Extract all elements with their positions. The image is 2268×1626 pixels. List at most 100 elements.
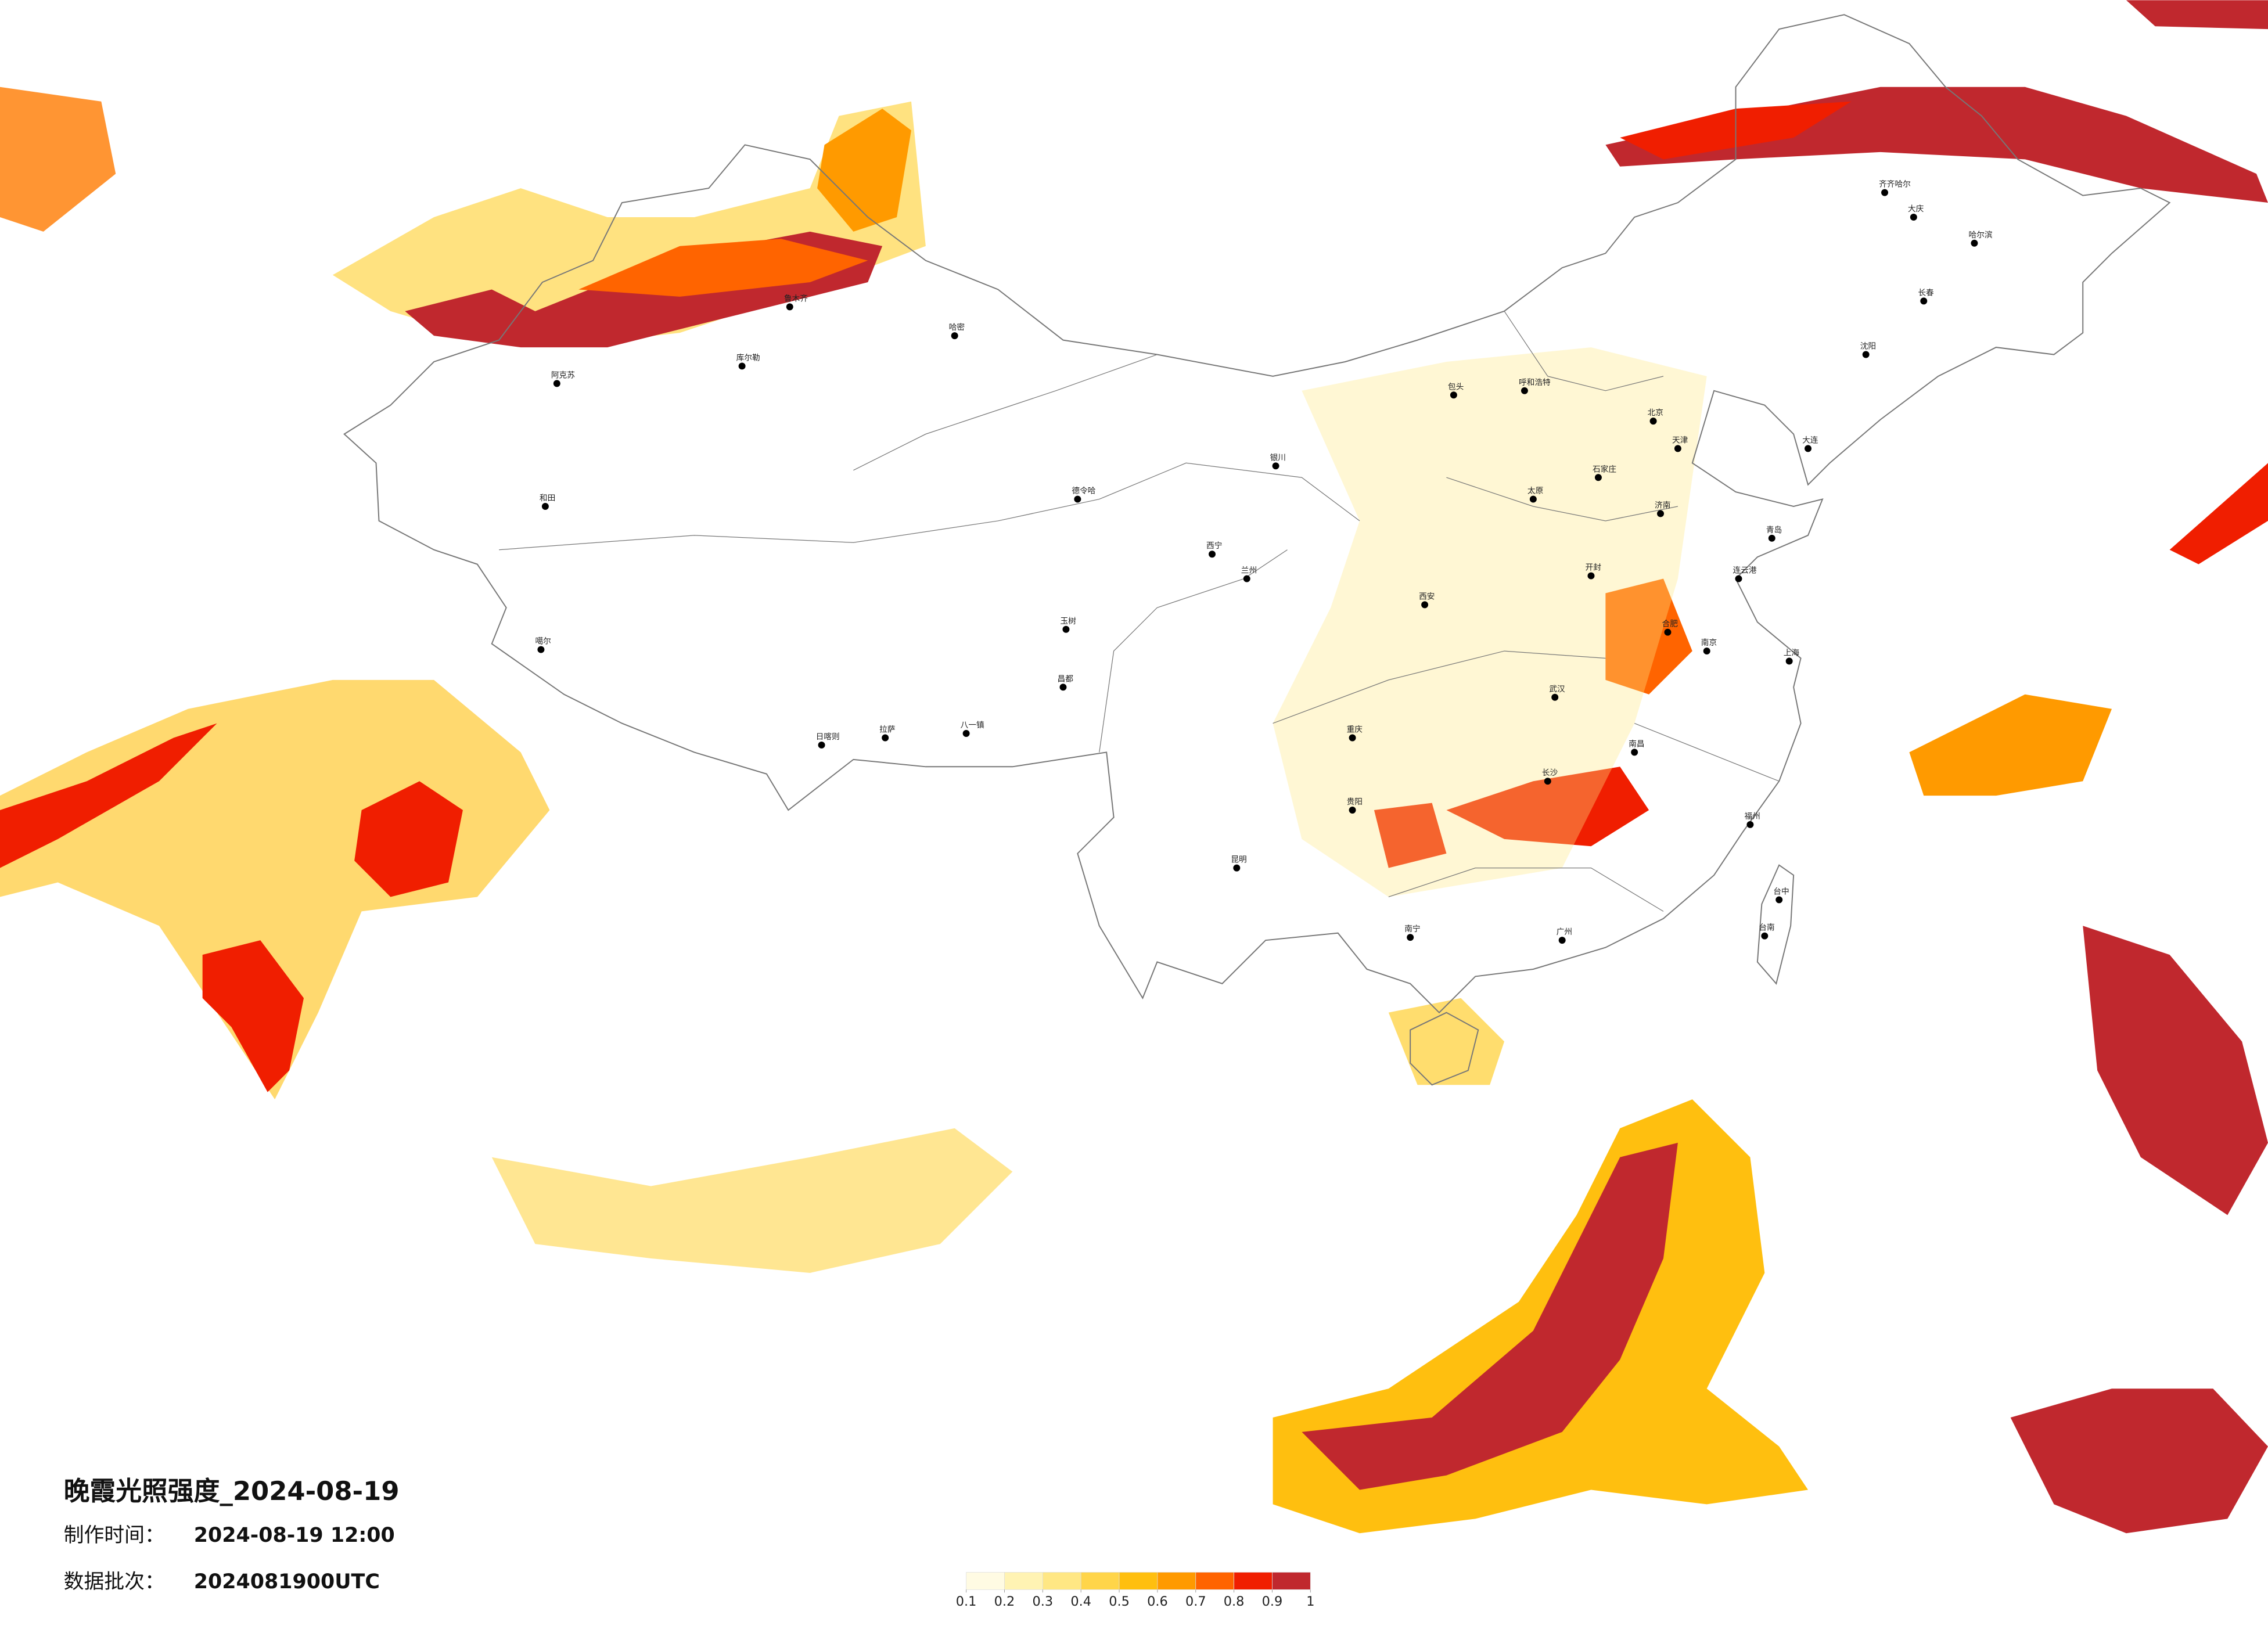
legend-swatch: [1004, 1572, 1043, 1590]
batch-label: 数据批次：: [64, 1570, 165, 1593]
city-label: 日喀则: [816, 732, 840, 742]
heat-area: [1388, 998, 1505, 1085]
city-dot: [882, 734, 889, 742]
city-label: 贵阳: [1347, 797, 1363, 807]
city-label: 沈阳: [1860, 342, 1876, 351]
city-dot: [1529, 495, 1537, 503]
city-dot: [1421, 601, 1429, 609]
heat-area: [202, 940, 304, 1092]
city-dot: [1272, 462, 1279, 470]
heat-area: [1605, 578, 1692, 695]
city-label: 包头: [1448, 382, 1464, 391]
city-dot: [1649, 418, 1657, 425]
city-dot: [1558, 937, 1566, 944]
borders: [343, 14, 2171, 1086]
city-dot: [1775, 896, 1783, 904]
city-label: 太原: [1527, 487, 1543, 496]
city-dot: [1521, 387, 1528, 394]
city-dot: [1805, 445, 1812, 452]
city-dot: [1746, 821, 1754, 828]
city-dot: [1062, 625, 1070, 633]
legend-swatch: [966, 1572, 1005, 1590]
city-label: 兰州: [1241, 566, 1257, 575]
city-label: 拉萨: [879, 725, 895, 735]
city-label: 青岛: [1766, 526, 1782, 535]
heat-area: [2126, 0, 2268, 30]
city-label: 连云港: [1733, 566, 1757, 575]
legend-tick-label: 0.5: [1109, 1594, 1130, 1609]
city-label: 大庆: [1908, 204, 1924, 214]
city-label: 武汉: [1549, 685, 1565, 694]
heat-area: [354, 781, 463, 897]
city-label: 石家庄: [1593, 464, 1616, 474]
heat-area: [2169, 463, 2268, 564]
city-label: 西安: [1419, 592, 1435, 601]
city-label: 南京: [1701, 638, 1717, 647]
heat-area: [2083, 926, 2268, 1215]
city-label: 和田: [540, 494, 555, 503]
title: 晚霞光照强度_2024-08-19: [64, 1476, 400, 1506]
heat-area: [1302, 1142, 1678, 1490]
city-label: 上海: [1784, 649, 1800, 658]
city-dot: [553, 380, 560, 387]
city-dot: [537, 646, 545, 653]
city-dot: [1910, 213, 1917, 221]
city-dot: [1059, 684, 1067, 691]
heat-area: [0, 87, 116, 232]
city-dot: [786, 303, 793, 311]
heat-area: [1273, 347, 1707, 897]
city-dot: [1209, 551, 1216, 558]
city-dot: [1971, 239, 1978, 247]
city-dot: [1920, 297, 1928, 305]
legend-swatch: [1157, 1572, 1196, 1590]
city-label: 合肥: [1662, 620, 1678, 629]
city-label: 台中: [1773, 887, 1789, 896]
city-dot: [1544, 778, 1551, 785]
city-dot: [1703, 647, 1710, 655]
city-label: 济南: [1655, 501, 1670, 510]
legend-tick-label: 0.7: [1185, 1594, 1206, 1609]
city-label: 长春: [1918, 288, 1934, 297]
made-time: 2024-08-19 12:00: [194, 1524, 395, 1547]
legend-tick-label: 0.3: [1033, 1594, 1054, 1609]
legend-tick-label: 0.6: [1147, 1594, 1168, 1609]
legend-tick-label: 0.1: [956, 1594, 977, 1609]
city-label: 台南: [1759, 923, 1774, 933]
legend: 0.1 0.2 0.3 0.4 0.5 0.6 0.7 0.8 0.9 1: [956, 1572, 1314, 1609]
heat-layer: [0, 0, 2268, 1534]
city-label: 银川: [1270, 453, 1286, 462]
city-label: 德令哈: [1072, 487, 1095, 496]
city-dot: [1074, 495, 1081, 503]
city-dot: [1657, 510, 1664, 517]
city-dot: [1243, 575, 1250, 582]
legend-tick-label: 0.8: [1224, 1594, 1245, 1609]
city-label: 重庆: [1347, 725, 1363, 735]
legend-tick-label: 1: [1306, 1594, 1314, 1609]
city-dot: [1233, 864, 1241, 872]
legend-tick-label: 0.9: [1262, 1594, 1283, 1609]
city-label: 库尔勒: [736, 353, 760, 362]
city-label: 南宁: [1404, 924, 1420, 934]
legend-tick-label: 0.2: [994, 1594, 1015, 1609]
heat-area: [578, 239, 868, 297]
city-dot: [1587, 572, 1595, 580]
city-label: 长沙: [1542, 768, 1558, 778]
city-label: 阿克苏: [551, 370, 575, 380]
city-label: 昆明: [1231, 855, 1246, 865]
city-dot: [818, 741, 825, 749]
made-label: 制作时间：: [64, 1524, 165, 1547]
city-dot: [1594, 474, 1602, 481]
city-label: 广州: [1557, 927, 1572, 937]
city-label: 开封: [1586, 563, 1602, 573]
legend-swatch: [1272, 1572, 1311, 1590]
city-label: 玉树: [1060, 617, 1076, 626]
heat-area: [0, 723, 217, 868]
heat-area: [1374, 803, 1447, 868]
country-border: [343, 14, 2171, 1014]
city-label: 鲁木齐: [784, 294, 808, 303]
heat-area: [817, 109, 911, 232]
island-border: [1410, 1012, 1479, 1086]
heat-area: [2010, 1388, 2268, 1534]
city-label: 南昌: [1629, 739, 1644, 749]
